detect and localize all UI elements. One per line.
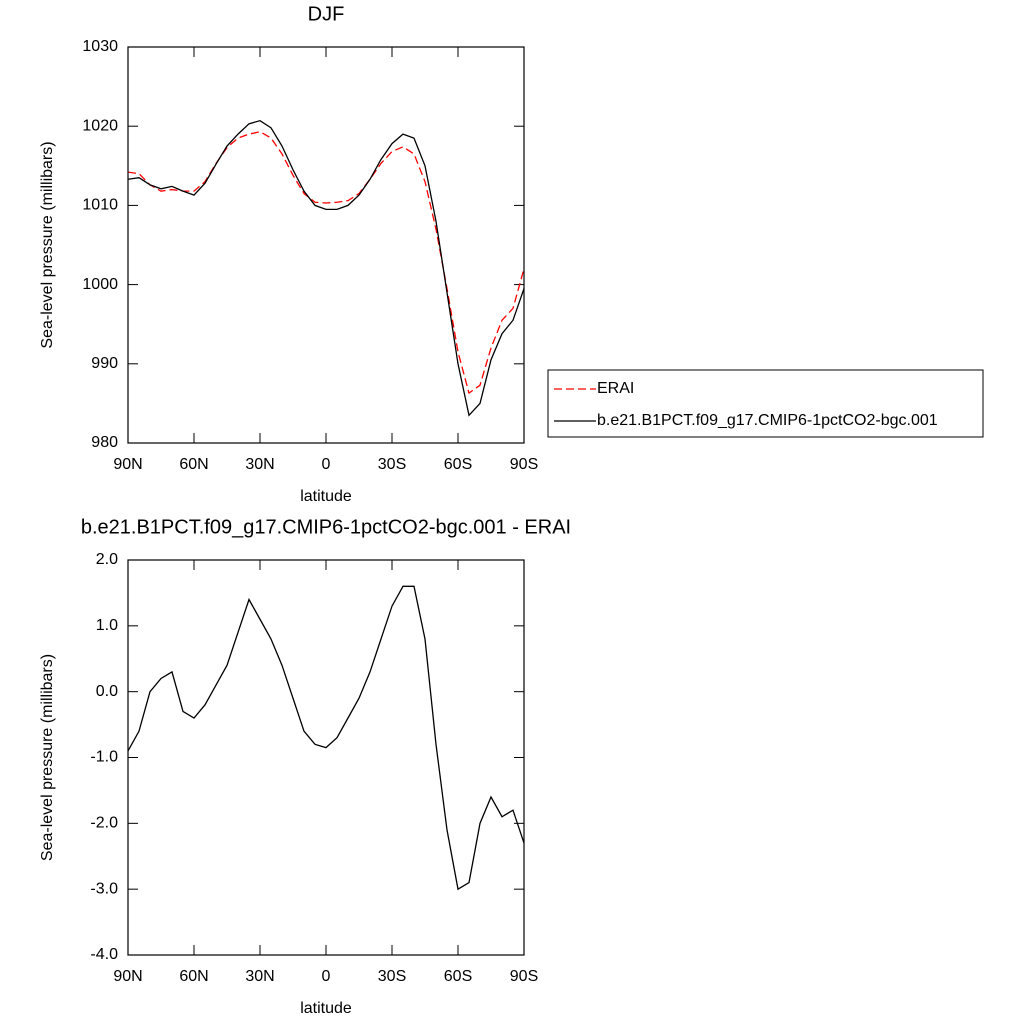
- y-axis-label: Sea-level pressure (millibars): [39, 141, 56, 348]
- y-tick-label: -1.0: [90, 749, 118, 766]
- y-tick-label: -4.0: [90, 946, 118, 963]
- y-axis-label: Sea-level pressure (millibars): [39, 654, 56, 861]
- y-tick-label: 990: [91, 355, 118, 372]
- y-tick-label: 1.0: [96, 617, 118, 634]
- x-tick-label: 90S: [510, 456, 538, 473]
- y-tick-label: 0.0: [96, 683, 118, 700]
- x-axis-label: latitude: [300, 1000, 352, 1017]
- plot-frame: [127, 46, 525, 444]
- y-tick-label: 1000: [82, 276, 118, 293]
- data-line: [127, 131, 525, 395]
- data-line: [127, 585, 525, 891]
- x-tick-label: 30S: [378, 456, 406, 473]
- x-tick-label: 90N: [113, 968, 142, 985]
- plot-frame: [127, 559, 525, 956]
- legend-label: ERAI: [597, 380, 634, 397]
- x-tick-label: 0: [322, 456, 331, 473]
- y-tick-label: -3.0: [90, 880, 118, 897]
- data-line: [127, 119, 525, 417]
- legend-label: b.e21.B1PCT.f09_g17.CMIP6-1pctCO2-bgc.00…: [597, 412, 938, 429]
- y-tick-label: 1020: [82, 117, 118, 134]
- y-tick-label: 980: [91, 434, 118, 451]
- chart-title: b.e21.B1PCT.f09_g17.CMIP6-1pctCO2-bgc.00…: [81, 516, 571, 538]
- x-axis-label: latitude: [300, 488, 352, 505]
- x-tick-label: 90N: [113, 456, 142, 473]
- x-tick-label: 60S: [444, 968, 472, 985]
- x-tick-label: 60S: [444, 456, 472, 473]
- legend-box: [547, 369, 984, 438]
- x-tick-label: 90S: [510, 968, 538, 985]
- x-tick-label: 30N: [245, 968, 274, 985]
- x-tick-label: 30N: [245, 456, 274, 473]
- x-tick-label: 60N: [179, 456, 208, 473]
- y-tick-label: 1030: [82, 38, 118, 55]
- x-tick-label: 0: [322, 968, 331, 985]
- x-tick-label: 60N: [179, 968, 208, 985]
- y-tick-label: 2.0: [96, 551, 118, 568]
- chart-title: DJF: [308, 3, 345, 25]
- x-tick-label: 30S: [378, 968, 406, 985]
- y-tick-label: -2.0: [90, 815, 118, 832]
- y-tick-label: 1010: [82, 197, 118, 214]
